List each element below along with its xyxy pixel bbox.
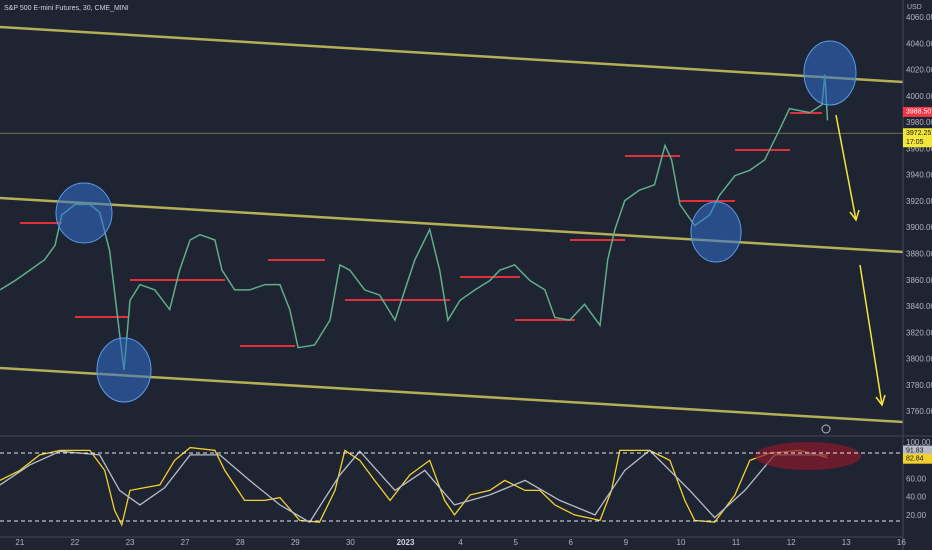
y-tick-label: 3920.00 <box>906 197 932 206</box>
x-tick-label: 5 <box>513 538 518 547</box>
price-tag-label: 3972.25 <box>906 130 931 137</box>
y-tick-label: 3980.00 <box>906 118 932 127</box>
x-tick-label: 16 <box>897 538 906 547</box>
highlight-circle <box>803 40 857 106</box>
highlight-ellipse <box>755 442 861 470</box>
x-tick-label: 22 <box>70 538 79 547</box>
price-tag-label: 82.84 <box>906 456 924 463</box>
x-tick-label: 30 <box>346 538 355 547</box>
y-tick-label: 40.00 <box>906 493 927 502</box>
x-tick-label: 9 <box>624 538 629 547</box>
price-tag <box>903 106 932 117</box>
x-tick-label: 2023 <box>397 538 415 547</box>
y-tick-label: 4020.00 <box>906 66 932 75</box>
icon <box>821 424 831 434</box>
x-tick-label: 29 <box>291 538 300 547</box>
price-tag <box>903 128 932 148</box>
x-tick-label: 10 <box>677 538 686 547</box>
y-tick-label: 4060.00 <box>906 13 932 22</box>
x-tick-label: 11 <box>732 538 741 547</box>
x-tick-label: 23 <box>126 538 135 547</box>
series-line <box>0 449 828 524</box>
price-tag-label: 3988.50 <box>906 109 931 116</box>
channel-line <box>0 196 904 254</box>
highlights <box>55 40 886 470</box>
y-tick-label: 3940.00 <box>906 171 932 180</box>
x-tick-label: 27 <box>181 538 190 547</box>
y-tick-label: 3820.00 <box>906 328 932 337</box>
x-tick-label: 13 <box>842 538 851 547</box>
series-line <box>0 446 828 527</box>
price-tag <box>903 445 932 456</box>
arrows <box>835 114 886 407</box>
y-tick-label: 100.00 <box>906 438 931 447</box>
highlight-circle <box>96 337 152 403</box>
highlight-circle <box>55 182 113 244</box>
y-tick-label: 20.00 <box>906 511 927 520</box>
x-tick-label: 21 <box>15 538 24 547</box>
x-tick-label: 6 <box>569 538 574 547</box>
x-tick-label: 12 <box>787 538 796 547</box>
y-tick-label: 3880.00 <box>906 250 932 259</box>
highlight-circle <box>690 201 742 263</box>
y-tick-label: 3800.00 <box>906 355 932 364</box>
y-tick-label: 4000.00 <box>906 92 932 101</box>
price-tag-label: 91.83 <box>906 447 924 454</box>
y-tick-label: 3960.00 <box>906 144 932 153</box>
y-tick-label: 3860.00 <box>906 276 932 285</box>
y-tick-label: 3780.00 <box>906 381 932 390</box>
price-tag <box>903 453 932 464</box>
series-line <box>0 74 829 371</box>
y-tick-label: 60.00 <box>906 475 927 484</box>
channel-line <box>0 25 904 84</box>
y-tick-label: 4040.00 <box>906 39 932 48</box>
labels: 21 22 23 27 28 29 30 2023 4 5 6 9 10 11 12 13 16 3760.00 3… <box>15 13 932 547</box>
x-tick-label: 28 <box>236 538 245 547</box>
y-tick-label: 3760.00 <box>906 407 932 416</box>
countdown: 17:05 <box>906 139 924 146</box>
x-tick-label: 4 <box>458 538 463 547</box>
y-tick-label: 3900.00 <box>906 223 932 232</box>
unit-label: USD <box>907 4 922 11</box>
marks <box>0 74 903 527</box>
chart-title: S&P 500 E-mini Futures, 30, CME_MINI <box>4 5 129 12</box>
y-tick-label: 3840.00 <box>906 302 932 311</box>
